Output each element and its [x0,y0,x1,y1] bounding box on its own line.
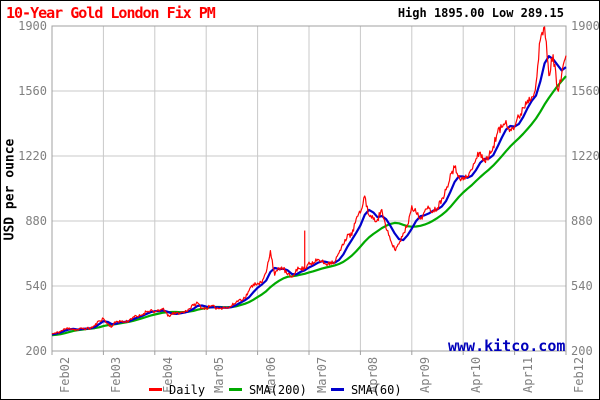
x-tick-label: Mar07 [315,356,329,393]
chart-title: 10-Year Gold London Fix PM [6,4,216,22]
legend-swatch [331,388,344,391]
legend-swatch [149,388,162,391]
y-tick-label-left: 880 [25,214,47,228]
y-tick-label-left: 1220 [18,149,47,163]
daily-line [51,26,567,335]
x-tick-label: Feb03 [109,356,124,393]
x-tick-label: Mar05 [212,356,227,393]
x-tick-label: Apr10 [469,356,484,393]
y-tick-label-left: 1560 [18,84,47,98]
kitco-watermark-link[interactable]: www.kitco.com [448,337,566,355]
sma60-line [51,55,567,336]
plot-border [51,25,567,352]
x-tick-label: Feb12 [572,356,586,393]
y-tick-label-right: 880 [571,214,593,228]
sma200-line [51,75,567,337]
x-tick-label: Apr11 [520,356,535,393]
y-tick-label-right: 1560 [571,84,600,98]
legend-label: SMA(200) [249,383,307,397]
y-tick-label-right: 1900 [571,19,600,33]
y-tick-label-right: 540 [571,279,593,293]
legend-label: SMA(60) [351,383,402,397]
y-tick-label-right: 200 [571,344,593,358]
x-tick-label: Apr09 [417,356,432,393]
y-tick-label-left: 540 [25,279,47,293]
y-tick-label-left: 1900 [18,19,47,33]
y-tick-label-right: 1220 [571,149,600,163]
y-tick-label-left: 200 [25,344,47,358]
x-tick-label: Feb02 [58,356,72,393]
legend-swatch [229,388,242,391]
high-low-stats: High 1895.00 Low 289.15 [397,6,564,20]
legend-label: Daily [169,383,206,397]
